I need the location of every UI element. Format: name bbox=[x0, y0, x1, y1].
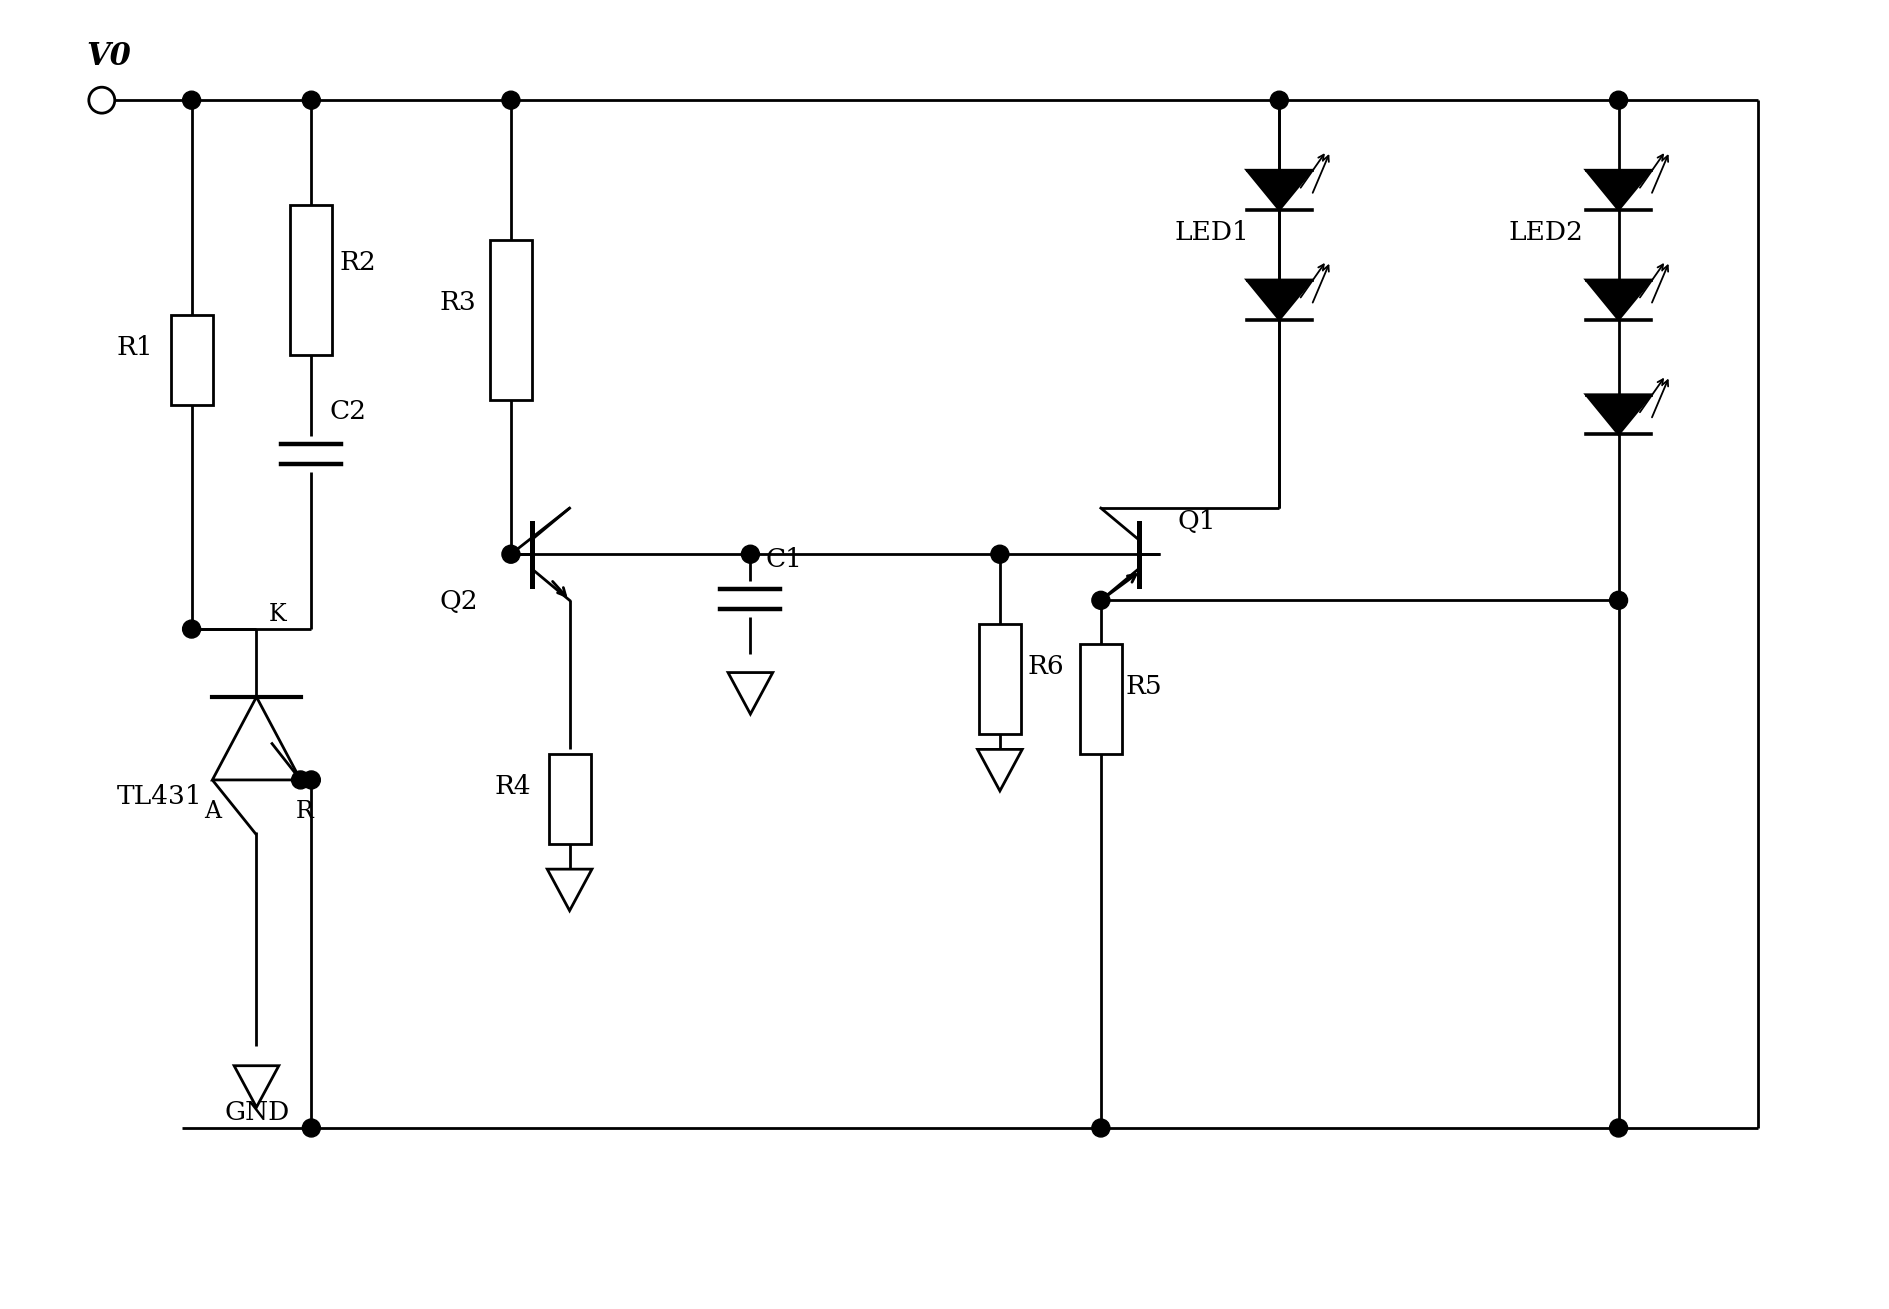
Bar bbox=[979, 624, 1020, 734]
Text: LED2: LED2 bbox=[1509, 220, 1583, 245]
Bar bbox=[489, 240, 533, 399]
Text: LED1: LED1 bbox=[1175, 220, 1249, 245]
Text: Q2: Q2 bbox=[438, 589, 478, 614]
Polygon shape bbox=[1247, 170, 1311, 209]
Circle shape bbox=[1609, 592, 1628, 609]
Text: C1: C1 bbox=[765, 547, 803, 572]
Circle shape bbox=[1269, 92, 1288, 109]
Circle shape bbox=[502, 92, 519, 109]
Bar bbox=[170, 314, 213, 404]
Bar bbox=[548, 754, 591, 843]
Polygon shape bbox=[548, 869, 591, 911]
Text: V0: V0 bbox=[87, 42, 132, 72]
Circle shape bbox=[1609, 1119, 1628, 1138]
Text: C2: C2 bbox=[329, 399, 366, 424]
Circle shape bbox=[291, 771, 310, 789]
Circle shape bbox=[183, 620, 200, 637]
Text: Q1: Q1 bbox=[1177, 509, 1217, 534]
Text: GND: GND bbox=[225, 1100, 289, 1124]
Text: A: A bbox=[204, 800, 221, 823]
Bar bbox=[291, 206, 332, 355]
Text: R6: R6 bbox=[1028, 654, 1064, 679]
Circle shape bbox=[302, 92, 321, 109]
Bar bbox=[1081, 644, 1122, 754]
Circle shape bbox=[740, 546, 759, 563]
Circle shape bbox=[302, 1119, 321, 1138]
Text: R3: R3 bbox=[438, 289, 476, 314]
Circle shape bbox=[183, 92, 200, 109]
Polygon shape bbox=[1587, 395, 1651, 435]
Polygon shape bbox=[977, 749, 1022, 791]
Polygon shape bbox=[1587, 170, 1651, 209]
Polygon shape bbox=[1247, 280, 1311, 319]
Circle shape bbox=[502, 546, 519, 563]
Text: R: R bbox=[295, 800, 314, 823]
Circle shape bbox=[1092, 592, 1111, 609]
Polygon shape bbox=[727, 673, 773, 715]
Text: R1: R1 bbox=[117, 335, 153, 360]
Polygon shape bbox=[234, 1066, 280, 1107]
Text: R2: R2 bbox=[340, 250, 376, 275]
Text: K: K bbox=[268, 603, 285, 626]
Circle shape bbox=[89, 88, 115, 113]
Circle shape bbox=[1092, 1119, 1111, 1138]
Circle shape bbox=[1609, 92, 1628, 109]
Text: R4: R4 bbox=[495, 774, 531, 798]
Circle shape bbox=[992, 546, 1009, 563]
Circle shape bbox=[302, 771, 321, 789]
Text: R5: R5 bbox=[1126, 674, 1162, 699]
Polygon shape bbox=[1587, 280, 1651, 319]
Polygon shape bbox=[212, 696, 300, 780]
Text: TL431: TL431 bbox=[117, 784, 202, 809]
